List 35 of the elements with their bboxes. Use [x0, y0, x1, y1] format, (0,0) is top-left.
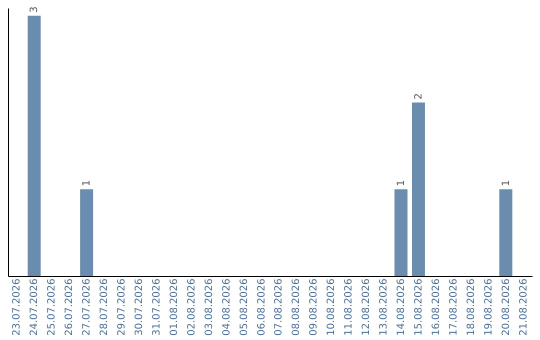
x-tick-label: 01.08.2026 [168, 278, 180, 336]
x-tick-label: 30.07.2026 [134, 278, 145, 336]
x-tick-label: 18.08.2026 [466, 278, 477, 336]
x-tick-label: 15.08.2026 [413, 278, 424, 336]
data-label: 1 [500, 180, 512, 186]
x-tick-label: 27.07.2026 [82, 278, 93, 336]
x-tick-label: 29.07.2026 [116, 278, 128, 336]
x-tick-label: 03.08.2026 [204, 278, 215, 336]
x-tick-label: 31.07.2026 [151, 278, 162, 336]
x-tick-label: 24.07.2026 [29, 278, 40, 336]
x-tick-label: 08.08.2026 [291, 278, 302, 336]
x-tick-label: 06.08.2026 [256, 278, 268, 336]
x-tick-label: 13.08.2026 [378, 278, 390, 336]
x-tick-label: 07.08.2026 [274, 278, 285, 336]
x-tick-label: 05.08.2026 [238, 278, 250, 336]
x-tick-label: 26.07.2026 [64, 278, 76, 336]
x-tick-label: 11.08.2026 [344, 278, 355, 336]
x-tick-label: 25.07.2026 [46, 278, 58, 336]
x-tick-label: 14.08.2026 [396, 278, 407, 336]
x-tick-label: 23.07.2026 [12, 278, 23, 336]
data-label: 3 [29, 6, 40, 13]
x-tick-label: 21.08.2026 [518, 278, 530, 336]
data-label: 1 [82, 180, 93, 186]
data-label: 1 [396, 180, 407, 186]
x-tick-label: 10.08.2026 [326, 278, 338, 336]
x-tick-label: 28.07.2026 [99, 278, 110, 336]
x-tick-label: 16.08.2026 [430, 278, 442, 336]
x-tick-label: 17.08.2026 [448, 278, 460, 336]
x-tick-label: 12.08.2026 [361, 278, 372, 336]
x-tick-label: 09.08.2026 [308, 278, 320, 336]
x-tick-label: 19.08.2026 [483, 278, 494, 336]
x-tick-label: 04.08.2026 [221, 278, 232, 336]
data-label: 2 [413, 93, 424, 100]
x-tick-label: 02.08.2026 [186, 278, 198, 336]
x-tick-label: 20.08.2026 [500, 278, 512, 336]
